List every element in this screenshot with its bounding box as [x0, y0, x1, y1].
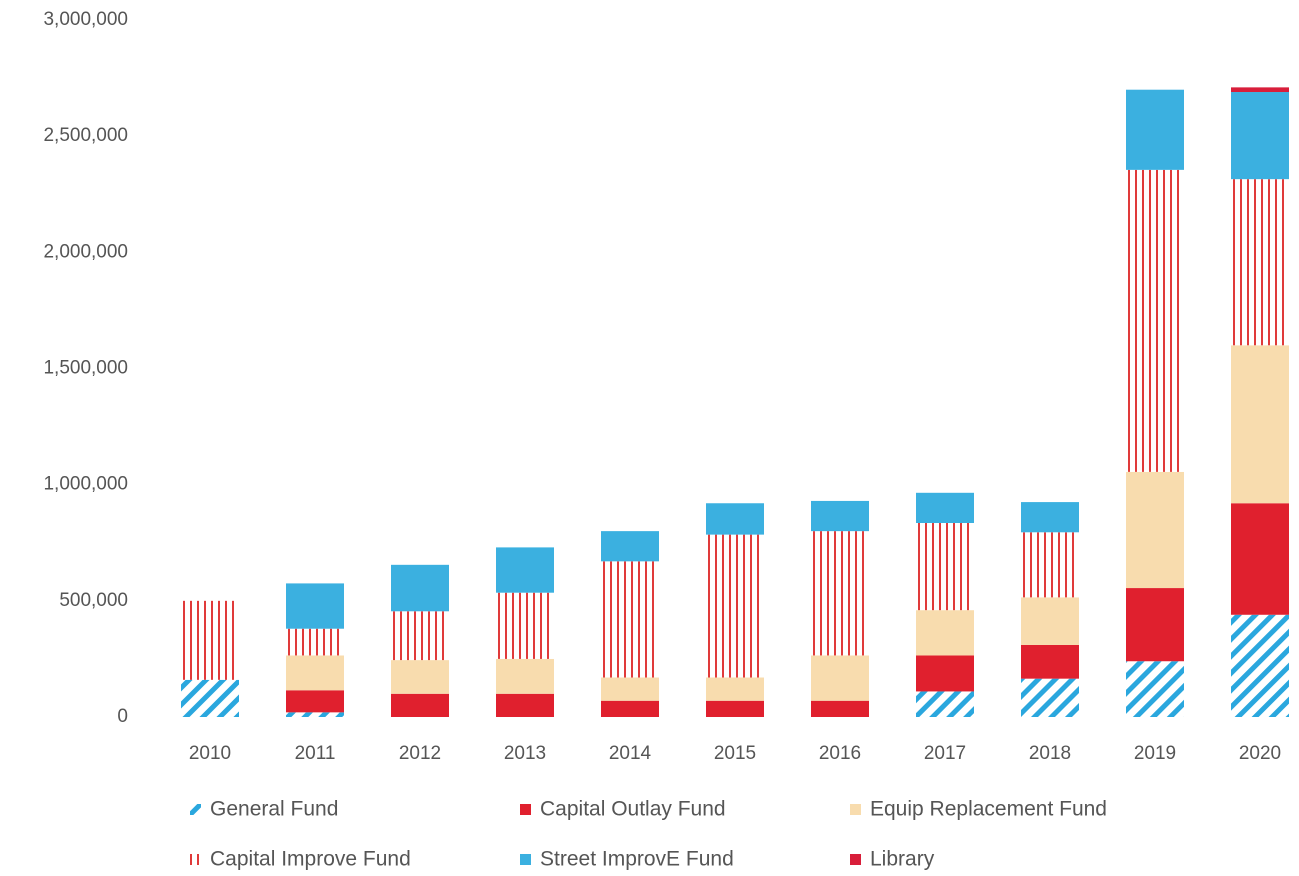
x-tick-label: 2016: [819, 743, 861, 764]
bar-segment: [286, 628, 344, 656]
bar-segment: [601, 531, 659, 562]
bar-segment: [391, 564, 449, 612]
legend-swatch: [190, 804, 201, 815]
bar-segment: [1231, 503, 1289, 615]
bar-segment: [916, 610, 974, 656]
bar-segment: [916, 523, 974, 611]
bar-segment: [391, 660, 449, 694]
bar-segment: [496, 547, 554, 593]
bar-segment: [1231, 87, 1289, 93]
bar-segment: [916, 655, 974, 692]
legend-swatch: [520, 804, 531, 815]
bar-segment: [391, 611, 449, 661]
legend-label: Library: [870, 848, 935, 871]
legend-swatch: [850, 804, 861, 815]
bar-segment: [496, 693, 554, 717]
x-tick-label: 2014: [609, 743, 652, 764]
bar-segment: [1021, 678, 1079, 717]
x-tick-label: 2015: [714, 743, 756, 764]
bar-segment: [286, 583, 344, 629]
bar-segment: [1126, 661, 1184, 717]
x-tick-label: 2012: [399, 743, 441, 764]
bar-segment: [811, 500, 869, 532]
bar-segment: [706, 503, 764, 535]
bar-segment: [1231, 345, 1289, 504]
bar-segment: [496, 592, 554, 659]
bar-segment: [1231, 179, 1289, 346]
x-tick-label: 2018: [1029, 743, 1071, 764]
bar-segment: [286, 655, 344, 691]
bar-segment: [916, 492, 974, 524]
y-tick-label: 1,500,000: [43, 358, 128, 379]
bar-segment: [181, 600, 239, 680]
bar-segment: [1021, 532, 1079, 598]
bar-segment: [1126, 588, 1184, 662]
bar-segment: [811, 700, 869, 717]
x-tick-label: 2019: [1134, 743, 1176, 764]
bar-segment: [811, 531, 869, 656]
x-tick-label: 2017: [924, 743, 966, 764]
bar-segment: [1021, 597, 1079, 645]
legend-label: Equip Replacement Fund: [870, 798, 1107, 821]
legend-label: Street ImprovE Fund: [540, 848, 734, 871]
bar-segment: [1126, 471, 1184, 589]
bar-segment: [706, 700, 764, 717]
y-tick-label: 3,000,000: [43, 9, 128, 30]
bar-segment: [706, 534, 764, 678]
bar-segment: [601, 700, 659, 717]
x-tick-label: 2020: [1239, 743, 1281, 764]
x-tick-label: 2010: [189, 743, 231, 764]
y-tick-label: 2,500,000: [43, 125, 128, 146]
bar-segment: [1021, 502, 1079, 533]
bar-segment: [391, 693, 449, 717]
bar-segment: [496, 658, 554, 694]
y-tick-label: 2,000,000: [43, 241, 128, 262]
bar-segment: [1231, 92, 1289, 180]
bar-segment: [811, 655, 869, 701]
bar-segment: [181, 679, 239, 717]
bar-segment: [1231, 614, 1289, 717]
bar-segment: [706, 677, 764, 701]
legend-swatch: [850, 854, 861, 865]
bar-segment: [1021, 644, 1079, 679]
legend-label: Capital Outlay Fund: [540, 798, 726, 821]
bar-segment: [601, 677, 659, 701]
y-tick-label: 500,000: [59, 590, 128, 611]
y-tick-label: 0: [117, 706, 128, 727]
legend-label: General Fund: [210, 798, 338, 821]
bar-segment: [601, 561, 659, 678]
y-tick-label: 1,000,000: [43, 474, 128, 495]
legend-label: Capital Improve Fund: [210, 848, 411, 871]
bar-segment: [1126, 89, 1184, 170]
bar-segment: [1126, 169, 1184, 472]
bar-segment: [286, 690, 344, 713]
x-tick-label: 2013: [504, 743, 546, 764]
bar-segment: [286, 712, 344, 717]
legend-swatch: [520, 854, 531, 865]
x-tick-label: 2011: [295, 743, 336, 764]
legend-swatch: [190, 854, 201, 865]
bar-segment: [916, 691, 974, 717]
